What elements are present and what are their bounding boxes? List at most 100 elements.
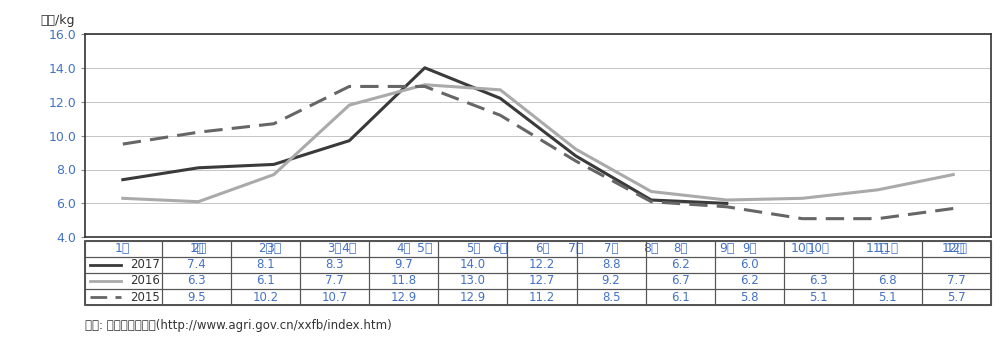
- Bar: [85, 257, 162, 273]
- Bar: [646, 241, 715, 257]
- Text: 2017: 2017: [130, 258, 160, 271]
- Text: 11.8: 11.8: [390, 275, 416, 287]
- Bar: [577, 241, 646, 257]
- Text: 6.2: 6.2: [740, 275, 759, 287]
- Bar: [508, 241, 577, 257]
- Text: 6.1: 6.1: [256, 275, 275, 287]
- Text: 10.2: 10.2: [252, 291, 278, 303]
- Bar: [922, 289, 991, 305]
- Bar: [438, 241, 508, 257]
- Text: 5월: 5월: [465, 242, 480, 255]
- Text: 5.8: 5.8: [740, 291, 759, 303]
- Bar: [715, 289, 784, 305]
- Text: 2015: 2015: [130, 291, 160, 303]
- Text: 4월: 4월: [396, 242, 411, 255]
- Bar: [577, 273, 646, 289]
- Bar: [784, 289, 853, 305]
- Bar: [853, 289, 922, 305]
- Text: 7월: 7월: [604, 242, 619, 255]
- Bar: [646, 257, 715, 273]
- Text: 7.4: 7.4: [187, 258, 206, 271]
- Bar: [369, 289, 438, 305]
- Text: 자료: 中國農業信息網(http://www.agri.gov.cn/xxfb/index.htm): 자료: 中國農業信息網(http://www.agri.gov.cn/xxfb/…: [85, 319, 391, 332]
- Bar: [300, 289, 369, 305]
- Bar: [162, 289, 231, 305]
- Bar: [508, 289, 577, 305]
- Text: 10.7: 10.7: [321, 291, 347, 303]
- Bar: [784, 257, 853, 273]
- Bar: [85, 273, 162, 289]
- Text: 8.3: 8.3: [325, 258, 344, 271]
- Text: 8.8: 8.8: [602, 258, 621, 271]
- Text: 12.9: 12.9: [459, 291, 486, 303]
- Bar: [646, 273, 715, 289]
- Text: 7.7: 7.7: [947, 275, 966, 287]
- Text: 12월: 12월: [946, 242, 967, 255]
- Text: 5.1: 5.1: [878, 291, 897, 303]
- Bar: [508, 273, 577, 289]
- Bar: [853, 257, 922, 273]
- Bar: [85, 241, 162, 257]
- Text: 2월: 2월: [258, 242, 273, 255]
- Text: 6.2: 6.2: [671, 258, 690, 271]
- Text: 6.8: 6.8: [878, 275, 897, 287]
- Text: 13.0: 13.0: [459, 275, 485, 287]
- Text: 6월: 6월: [535, 242, 550, 255]
- Text: 9.5: 9.5: [187, 291, 206, 303]
- Text: 6.1: 6.1: [671, 291, 690, 303]
- Bar: [231, 241, 300, 257]
- Bar: [577, 257, 646, 273]
- Bar: [369, 273, 438, 289]
- Text: 3월: 3월: [327, 242, 342, 255]
- Bar: [922, 257, 991, 273]
- Text: 2016: 2016: [130, 275, 160, 287]
- Bar: [300, 241, 369, 257]
- Bar: [922, 273, 991, 289]
- Text: 11월: 11월: [877, 242, 898, 255]
- Bar: [300, 273, 369, 289]
- Bar: [646, 289, 715, 305]
- Bar: [922, 241, 991, 257]
- Bar: [853, 241, 922, 257]
- Bar: [231, 273, 300, 289]
- Text: 위안/kg: 위안/kg: [41, 14, 75, 27]
- Bar: [438, 257, 508, 273]
- Text: 6.7: 6.7: [671, 275, 690, 287]
- Text: 8.5: 8.5: [602, 291, 621, 303]
- Text: 14.0: 14.0: [459, 258, 486, 271]
- Bar: [231, 289, 300, 305]
- Text: 10월: 10월: [808, 242, 829, 255]
- Bar: [231, 257, 300, 273]
- Bar: [300, 257, 369, 273]
- Text: 6.0: 6.0: [740, 258, 759, 271]
- Bar: [438, 273, 508, 289]
- Bar: [508, 257, 577, 273]
- Bar: [438, 289, 508, 305]
- Text: 9.7: 9.7: [394, 258, 413, 271]
- Bar: [853, 273, 922, 289]
- Text: 7.7: 7.7: [325, 275, 344, 287]
- Text: 11.2: 11.2: [529, 291, 556, 303]
- Bar: [784, 273, 853, 289]
- Bar: [715, 273, 784, 289]
- Bar: [715, 241, 784, 257]
- Bar: [784, 241, 853, 257]
- Text: 12.7: 12.7: [529, 275, 556, 287]
- Bar: [162, 257, 231, 273]
- Text: 12.9: 12.9: [390, 291, 417, 303]
- Text: 12.2: 12.2: [529, 258, 556, 271]
- Bar: [85, 289, 162, 305]
- Text: 6.3: 6.3: [187, 275, 206, 287]
- Text: 6.3: 6.3: [809, 275, 828, 287]
- Text: 9.2: 9.2: [602, 275, 621, 287]
- Text: 5.7: 5.7: [947, 291, 966, 303]
- Bar: [162, 241, 231, 257]
- Text: 5.1: 5.1: [809, 291, 828, 303]
- Bar: [577, 289, 646, 305]
- Text: 1월: 1월: [189, 242, 204, 255]
- Bar: [369, 241, 438, 257]
- Text: 9월: 9월: [742, 242, 757, 255]
- Text: 8월: 8월: [673, 242, 688, 255]
- Bar: [369, 257, 438, 273]
- Bar: [715, 257, 784, 273]
